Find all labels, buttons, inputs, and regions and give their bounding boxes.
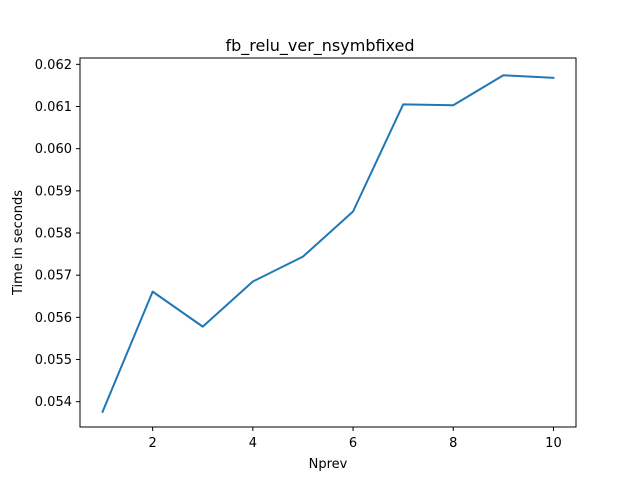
- y-tick-label: 0.058: [35, 227, 72, 242]
- series-layer: [101, 74, 555, 414]
- x-axis-ticks: 2 4 6 8 10: [149, 427, 562, 451]
- axes-frame: [79, 57, 577, 428]
- x-axis-label: Nprev: [309, 457, 348, 472]
- y-tick-label: 0.055: [35, 353, 72, 368]
- y-axis-label: Time in seconds: [11, 190, 26, 296]
- chart-title: fb_relu_ver_nsymbfixed: [225, 36, 414, 56]
- y-axis-ticks: 0.054 0.055 0.056 0.057 0.058 0.059 0.060 0.061…: [35, 58, 80, 410]
- x-tick-label: 6: [349, 436, 357, 451]
- y-tick-label: 0.054: [35, 395, 72, 410]
- x-tick-label: 2: [149, 436, 157, 451]
- x-tick-label: 4: [249, 436, 257, 451]
- y-tick-label: 0.062: [35, 58, 72, 73]
- y-tick-label: 0.060: [35, 142, 72, 157]
- series-line: [101, 74, 555, 414]
- x-tick-label: 8: [449, 436, 457, 451]
- y-tick-label: 0.061: [35, 100, 72, 115]
- y-tick-label: 0.056: [35, 311, 72, 326]
- y-tick-label: 0.057: [35, 269, 72, 284]
- y-tick-label: 0.059: [35, 184, 72, 199]
- x-tick-label: 10: [545, 436, 562, 451]
